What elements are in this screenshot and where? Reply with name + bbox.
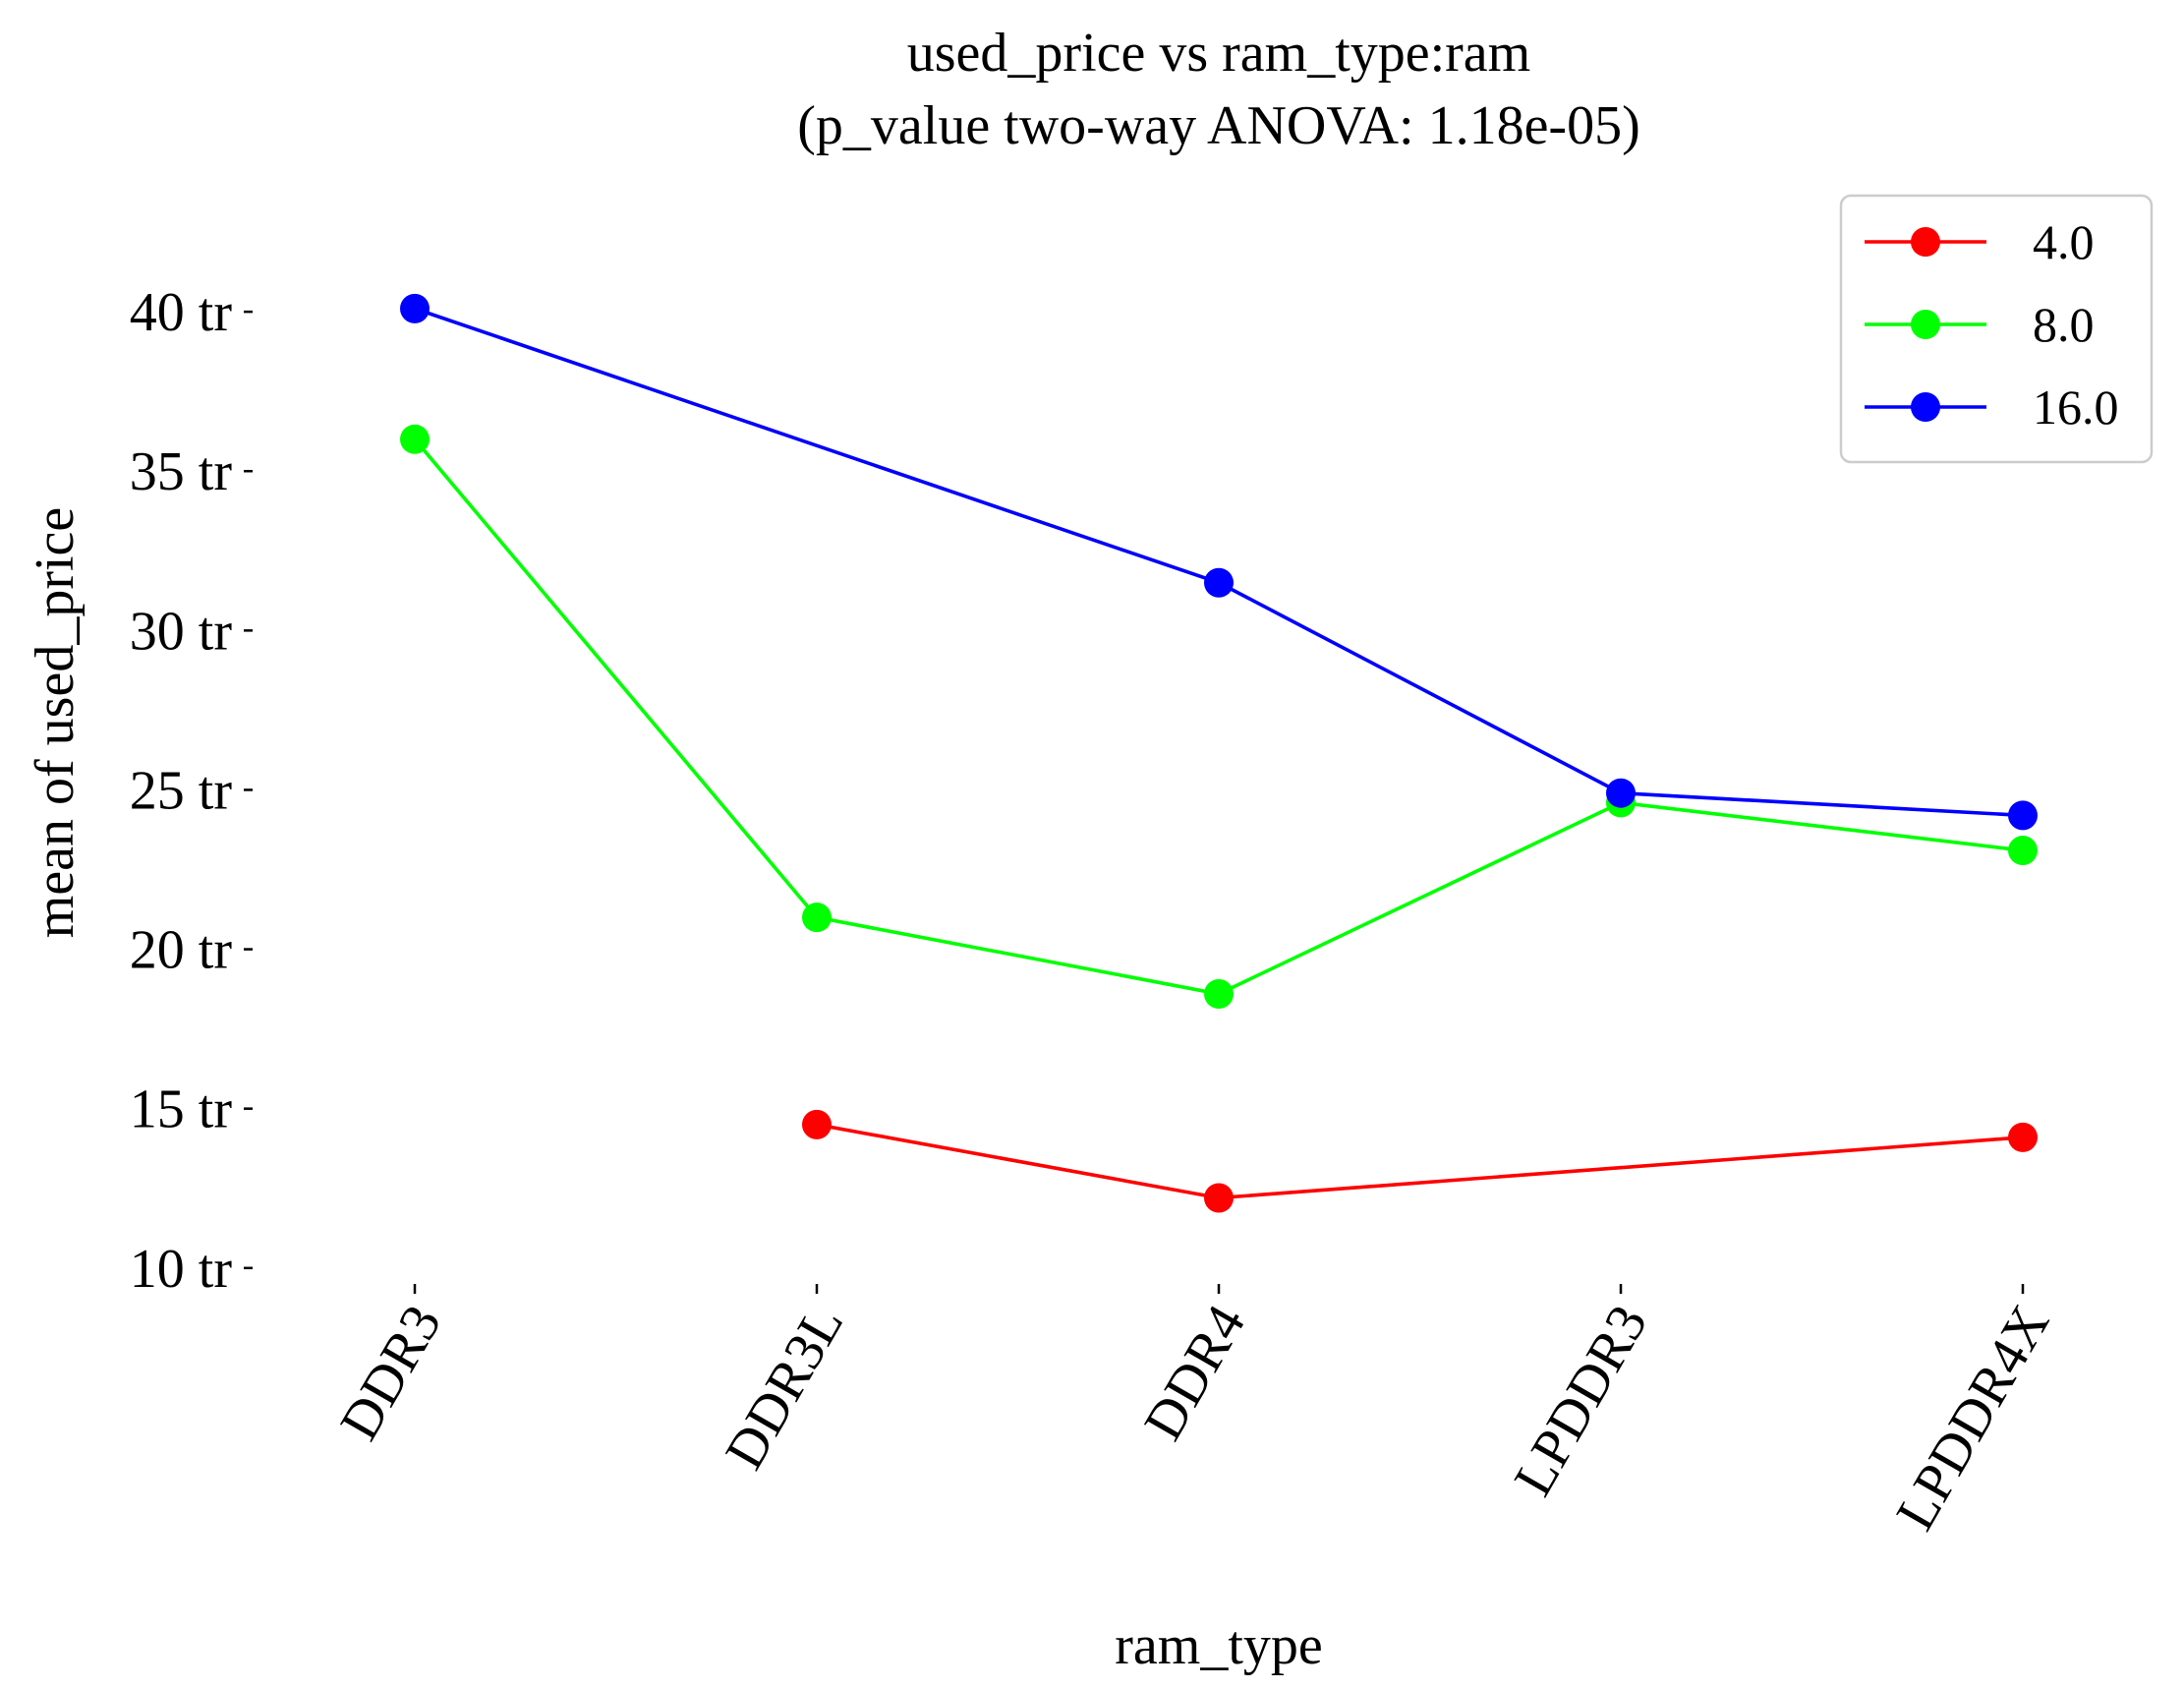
x-tick-label: DDR3L bbox=[714, 1296, 855, 1480]
legend-label: 4.0 bbox=[2033, 214, 2095, 269]
legend-label: 16.0 bbox=[2033, 379, 2119, 435]
data-point bbox=[1204, 1183, 1234, 1213]
series-group bbox=[400, 424, 2038, 1009]
y-tick-label: 10 tr bbox=[130, 1239, 233, 1300]
legend-marker bbox=[1911, 310, 1940, 339]
data-point bbox=[2008, 836, 2038, 866]
y-axis: 10 tr 15 tr 20 tr 25 tr 30 tr 35 tr 40 tr bbox=[130, 282, 253, 1300]
legend: 4.0 8.0 16.0 bbox=[1839, 194, 2154, 464]
data-point bbox=[802, 903, 832, 933]
legend-marker bbox=[1911, 227, 1940, 257]
series-group bbox=[400, 293, 2038, 831]
x-tick-label: DDR4 bbox=[1132, 1296, 1257, 1451]
series-layer bbox=[400, 293, 2038, 1213]
y-tick-label: 30 tr bbox=[130, 601, 233, 662]
y-tick-label: 35 tr bbox=[130, 441, 233, 502]
x-tick-label: LPDDR3 bbox=[1503, 1296, 1659, 1506]
legend-marker bbox=[1911, 392, 1940, 422]
chart-title-line-1: used_price vs ram_type:ram bbox=[907, 23, 1530, 84]
y-tick-label: 15 tr bbox=[130, 1079, 233, 1140]
x-tick-label: DDR3 bbox=[328, 1296, 453, 1451]
y-tick-label: 25 tr bbox=[130, 760, 233, 821]
x-tick-label: LPDDR4X bbox=[1885, 1296, 2062, 1541]
series-line bbox=[816, 1123, 2024, 1200]
chart-title-line-2: (p_value two-way ANOVA: 1.18e-05) bbox=[797, 95, 1639, 156]
data-point bbox=[2008, 1122, 2038, 1152]
series-group bbox=[802, 1109, 2038, 1213]
y-axis-label: mean of used_price bbox=[25, 507, 86, 938]
data-point bbox=[1606, 778, 1636, 808]
data-point bbox=[1204, 567, 1234, 598]
series-line bbox=[414, 307, 2024, 818]
series-line bbox=[413, 437, 2024, 996]
data-point bbox=[2008, 800, 2038, 831]
data-point bbox=[400, 424, 430, 454]
x-axis-label: ram_type bbox=[1115, 1615, 1322, 1676]
data-point bbox=[1204, 978, 1234, 1009]
legend-label: 8.0 bbox=[2033, 297, 2095, 352]
x-axis: DDR3 DDR3L DDR4 LPDDR3 LPDDR4X bbox=[328, 1284, 2061, 1541]
data-point bbox=[400, 293, 430, 323]
data-point bbox=[802, 1109, 832, 1139]
y-tick-label: 40 tr bbox=[130, 282, 233, 343]
y-tick-label: 20 tr bbox=[130, 920, 233, 981]
